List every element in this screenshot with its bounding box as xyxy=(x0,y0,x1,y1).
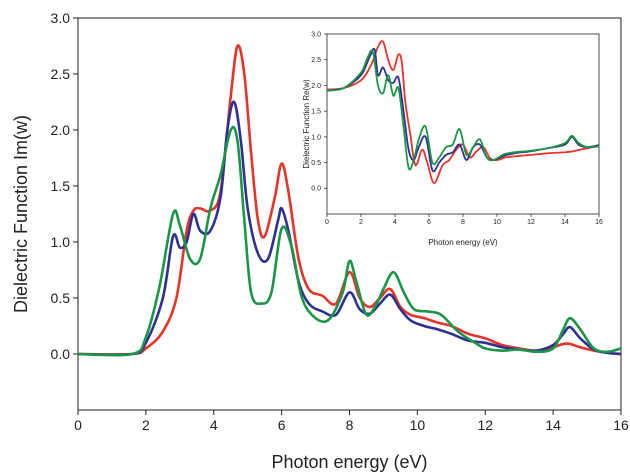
main-x-tick-label: 8 xyxy=(346,417,354,433)
inset-x-tick-label: 6 xyxy=(427,219,431,226)
main-x-tick-label: 16 xyxy=(613,417,629,433)
inset-y-tick-label: 0.5 xyxy=(311,160,321,167)
inset-series-line-0 xyxy=(326,40,600,185)
main-x-tick-label: 14 xyxy=(545,417,561,433)
main-series-group xyxy=(77,44,622,357)
inset-x-axis-title: Photon energy (eV) xyxy=(428,238,498,247)
main-x-axis: 0 2 4 6 8 10 12 14 16 xyxy=(74,410,629,433)
main-x-tick-label: 2 xyxy=(142,417,150,433)
inset-x-tick-label: 12 xyxy=(527,219,535,226)
main-y-axis: 0.0 0.5 1.0 1.5 2.0 2.5 3.0 xyxy=(51,10,78,362)
main-x-tick-label: 6 xyxy=(278,417,286,433)
main-y-tick-label: 2.5 xyxy=(51,66,71,82)
main-y-axis-title: Dielectric Function Im(w) xyxy=(11,115,31,313)
main-y-tick-label: 0.0 xyxy=(51,346,71,362)
main-x-axis-title: Photon energy (eV) xyxy=(271,452,427,472)
inset-x-tick-label: 2 xyxy=(359,219,363,226)
inset-x-tick-label: 4 xyxy=(393,219,397,226)
inset-series-group xyxy=(326,40,600,185)
inset-y-tick-label: 1.0 xyxy=(311,134,321,141)
inset-y-tick-label: 2.0 xyxy=(311,83,321,90)
inset-y-tick-label: 2.5 xyxy=(311,57,321,64)
inset-x-tick-label: 8 xyxy=(461,219,465,226)
main-y-tick-label: 2.0 xyxy=(51,122,71,138)
inset-y-tick-label: 3.0 xyxy=(311,31,321,38)
inset-y-tick-label: 1.5 xyxy=(311,109,321,116)
inset-x-tick-label: 10 xyxy=(493,219,501,226)
main-y-tick-label: 0.5 xyxy=(51,290,71,306)
main-y-tick-label: 3.0 xyxy=(51,10,71,26)
inset-series-line-2 xyxy=(326,49,600,171)
inset-y-axis: 0.0 0.5 1.0 1.5 2.0 2.5 3.0 xyxy=(311,31,327,193)
inset-y-tick-label: 0.0 xyxy=(311,186,321,193)
main-x-tick-label: 12 xyxy=(477,417,493,433)
main-x-tick-label: 4 xyxy=(210,417,218,433)
inset-y-axis-title: Dielectric Function Re(w) xyxy=(302,79,311,169)
main-y-tick-label: 1.5 xyxy=(51,178,71,194)
main-y-tick-label: 1.0 xyxy=(51,234,71,250)
inset-x-tick-label: 0 xyxy=(325,219,329,226)
main-x-tick-label: 0 xyxy=(74,417,82,433)
inset-x-tick-label: 14 xyxy=(561,219,569,226)
main-chart: 0 2 4 6 8 10 12 14 16 0.0 0.5 1.0 1.5 2.0 2.5 3.0 Phot… xyxy=(11,10,629,472)
inset-x-axis: 0 2 4 6 8 10 12 14 16 xyxy=(325,214,603,226)
main-x-tick-label: 10 xyxy=(410,417,426,433)
inset-chart: 0 2 4 6 8 10 12 14 16 0.0 0.5 1.0 1.5 2.0 2.5 3.0 Phot… xyxy=(302,31,603,247)
main-series-line-2 xyxy=(77,125,622,357)
inset-x-tick-label: 16 xyxy=(595,219,603,226)
